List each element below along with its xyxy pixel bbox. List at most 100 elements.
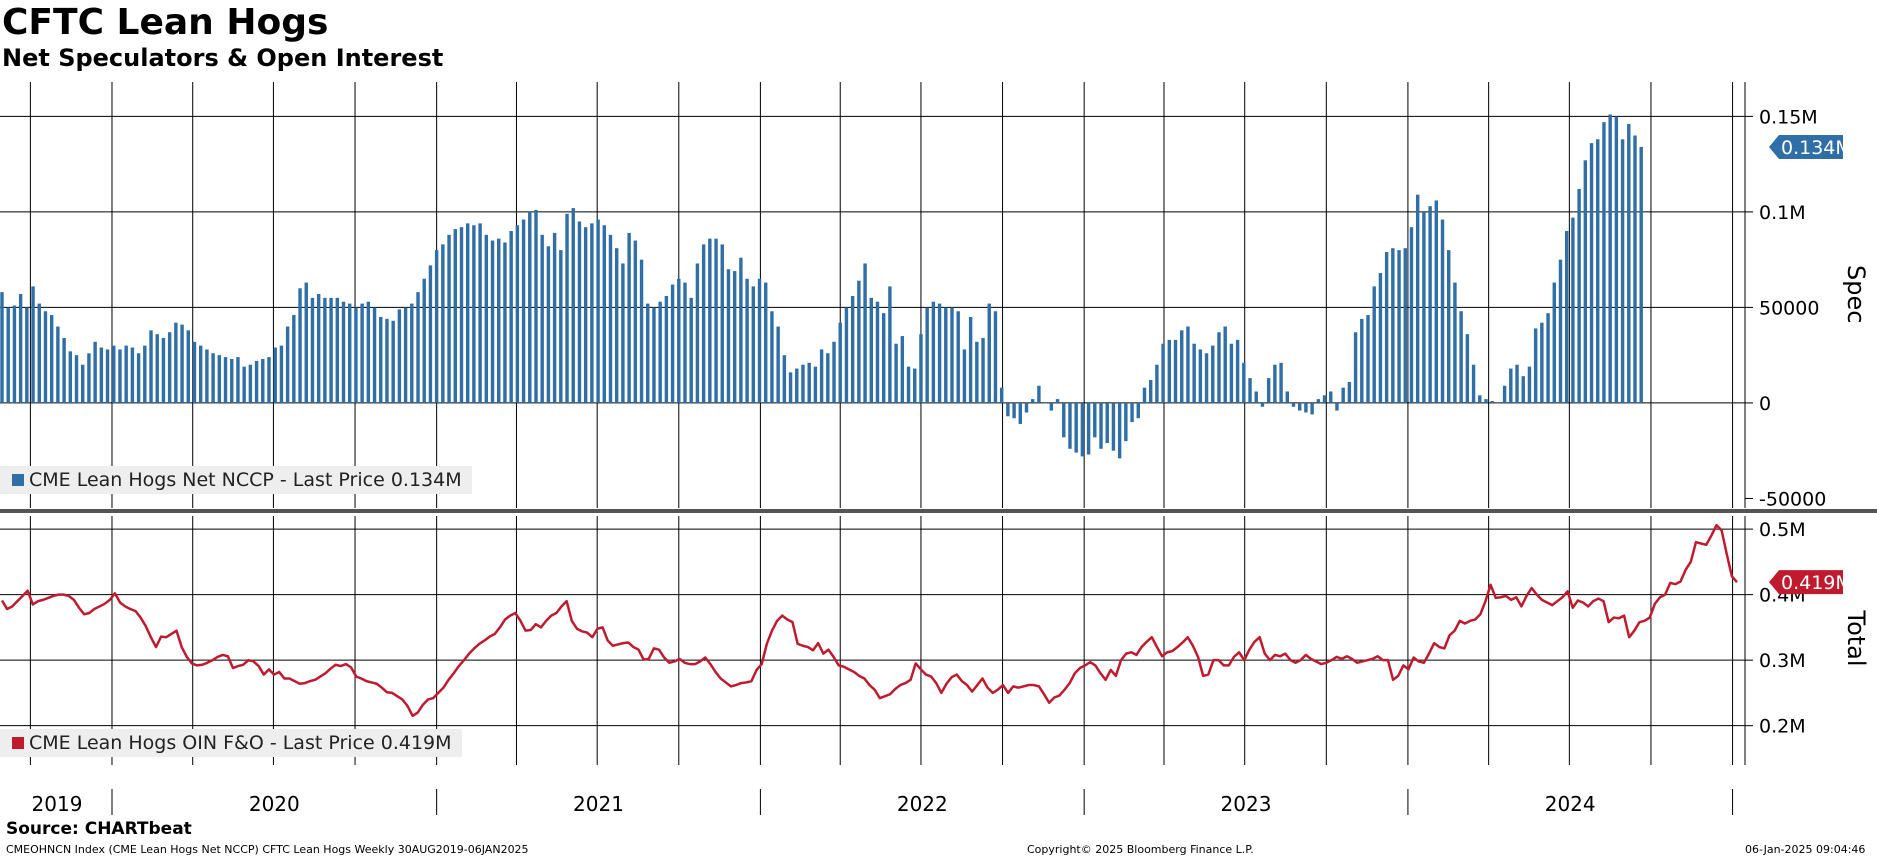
total-last-value-tag-bg <box>1769 570 1843 595</box>
spec-bar <box>509 231 513 403</box>
spec-bar <box>478 223 482 403</box>
spec-bar <box>360 303 364 403</box>
spec-bar <box>1012 402 1016 419</box>
spec-bar <box>68 351 73 403</box>
spec-bar <box>689 297 693 403</box>
spec-bar <box>720 244 724 403</box>
spec-bar <box>739 257 743 403</box>
spec-bar <box>1571 217 1575 403</box>
spec-bar <box>1018 402 1022 424</box>
spec-bar <box>335 297 339 403</box>
spec-bar <box>919 334 923 403</box>
spec-bar <box>422 278 426 403</box>
spec-bar <box>323 297 327 403</box>
spec-bar <box>1608 114 1612 403</box>
spec-bar <box>434 250 439 403</box>
spec-bar <box>1180 330 1184 403</box>
spec-bar <box>652 307 656 403</box>
spec-bar <box>1136 402 1140 419</box>
spec-bar <box>1533 328 1538 403</box>
spec-bar <box>497 238 501 403</box>
spec-bar <box>1248 378 1252 403</box>
spec-bar <box>1558 259 1563 403</box>
spec-bar <box>1589 143 1594 403</box>
spec-last-value-tag-bg <box>1769 134 1843 159</box>
spec-bar <box>863 263 867 403</box>
spec-bar <box>559 250 563 403</box>
spec-bar <box>298 288 302 403</box>
bottom-ytick-label: 0.2M <box>1759 716 1806 738</box>
bottom-ytick-label: 0.3M <box>1759 650 1806 672</box>
spec-bar <box>1074 402 1078 453</box>
spec-bar <box>999 387 1004 403</box>
spec-bar <box>416 292 420 403</box>
spec-bar <box>925 307 929 403</box>
spec-bar <box>0 292 4 403</box>
spec-bar <box>826 353 830 403</box>
spec-bar <box>155 334 159 403</box>
spec-bar <box>1148 380 1153 403</box>
spec-bar <box>732 271 737 403</box>
spec-bar <box>832 341 836 403</box>
year-label: 2024 <box>1545 792 1596 816</box>
spec-bar <box>1297 402 1302 411</box>
spec-bar <box>112 345 116 403</box>
spec-bar <box>1428 206 1432 403</box>
spec-bar <box>1341 387 1345 403</box>
spec-bar <box>521 219 526 403</box>
spec-bar <box>1422 211 1426 403</box>
spec-bar <box>490 240 495 403</box>
spec-bar <box>1099 402 1103 449</box>
spec-bar <box>1546 313 1550 403</box>
spec-bar <box>118 349 122 403</box>
top-ytick-label: -50000 <box>1759 488 1826 510</box>
spec-bar <box>1124 402 1128 442</box>
bottom-panel-grid <box>0 516 1745 765</box>
spec-bar <box>105 349 110 403</box>
spec-bar <box>1521 376 1525 403</box>
spec-bar <box>1471 364 1476 403</box>
spec-bar <box>1291 402 1296 407</box>
spec-bar <box>1310 402 1314 415</box>
spec-bar <box>515 225 520 403</box>
spec-bar <box>1509 368 1513 403</box>
spec-bar <box>701 244 706 403</box>
spec-last-value-tag: 0.134M <box>1769 134 1852 159</box>
spec-bar <box>217 355 222 403</box>
spec-bar <box>192 341 197 403</box>
spec-bar <box>1155 364 1159 403</box>
spec-bar <box>664 295 669 403</box>
year-label: 2022 <box>897 792 948 816</box>
spec-bar <box>1142 387 1147 403</box>
spec-bar <box>130 347 135 403</box>
spec-bar <box>1596 139 1600 403</box>
spec-bar <box>993 311 998 403</box>
spec-bar <box>850 295 855 403</box>
spec-bar <box>1614 116 1619 403</box>
spec-bar <box>596 219 600 403</box>
spec-bar <box>795 368 799 403</box>
spec-bar <box>1186 326 1190 403</box>
spec-bar <box>888 286 892 403</box>
spec-bar <box>677 278 681 403</box>
spec-bar <box>1515 364 1519 403</box>
spec-bar <box>230 359 234 403</box>
spec-bar <box>1211 345 1215 403</box>
total-legend: CME Lean Hogs OIN F&O - Last Price 0.419… <box>0 729 462 757</box>
spec-bar <box>1235 339 1240 403</box>
spec-bar <box>1639 146 1643 403</box>
spec-bar <box>1540 322 1544 403</box>
spec-bar <box>348 303 352 403</box>
spec-bar <box>441 244 445 403</box>
spec-bar <box>1360 318 1364 403</box>
spec-bar <box>136 353 141 403</box>
spec-bar <box>379 316 383 403</box>
spec-bar <box>1024 402 1029 413</box>
spec-bar <box>1223 326 1227 403</box>
spec-bar <box>633 240 638 403</box>
spec-bar <box>1415 194 1420 403</box>
spec-bar <box>1242 362 1246 403</box>
spec-bar <box>1602 122 1606 403</box>
spec-bar <box>1478 395 1482 403</box>
spec-bar <box>552 232 557 403</box>
